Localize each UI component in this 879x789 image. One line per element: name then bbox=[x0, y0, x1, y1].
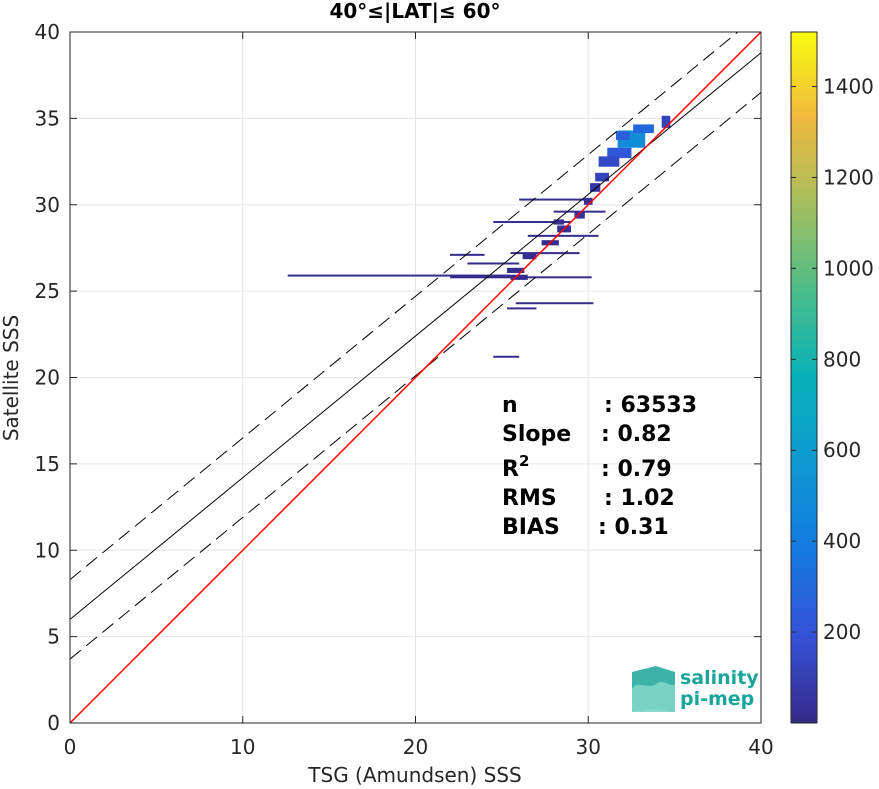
density-cell bbox=[510, 274, 528, 280]
density-cell bbox=[615, 131, 630, 140]
stat-label-r2: R2 bbox=[502, 452, 529, 482]
density-streak bbox=[507, 307, 537, 310]
density-cell bbox=[607, 147, 632, 159]
y-tick-label: 30 bbox=[35, 193, 60, 217]
stat-label-slope: Slope bbox=[502, 422, 571, 447]
chart-title: 40°≤|LAT|≤ 60° bbox=[329, 0, 500, 23]
stat-value-slope: : 0.82 bbox=[601, 422, 672, 447]
y-tick-label: 25 bbox=[35, 279, 60, 303]
density-cell bbox=[598, 156, 620, 167]
y-tick-label: 15 bbox=[35, 452, 60, 476]
colorbar-ticks: 200 400 600 800 1000 1200 1400 bbox=[791, 75, 874, 644]
y-tick-label: 5 bbox=[47, 625, 60, 649]
stat-value-n: : 63533 bbox=[604, 393, 697, 418]
density-streak bbox=[450, 253, 485, 256]
regression-lines bbox=[70, 32, 761, 723]
y-tick-label: 40 bbox=[35, 20, 60, 44]
density-cell bbox=[574, 211, 585, 219]
density-cell bbox=[583, 197, 593, 205]
density-streak bbox=[527, 234, 599, 237]
density-streak bbox=[510, 252, 580, 255]
stat-value-bias: : 0.31 bbox=[598, 515, 669, 540]
density-streak bbox=[287, 274, 511, 277]
fit-lower-bound-line bbox=[70, 92, 761, 660]
colorbar-tick-label: 200 bbox=[823, 620, 861, 644]
y-tick-label: 0 bbox=[47, 711, 60, 735]
logo-line1: salinity bbox=[680, 667, 759, 689]
logo-line2: pi-mep bbox=[680, 688, 754, 710]
y-tick-label: 35 bbox=[35, 106, 60, 130]
density-streak bbox=[519, 198, 589, 201]
density-cell bbox=[522, 253, 537, 260]
stat-label-bias: BIAS bbox=[502, 515, 560, 540]
y-tick-label: 20 bbox=[35, 366, 60, 390]
salinity-pi-mep-logo: salinity pi-mep bbox=[632, 666, 759, 712]
x-tick-label: 30 bbox=[576, 735, 601, 759]
density-cell bbox=[589, 183, 601, 192]
colorbar-tick-label: 1200 bbox=[823, 165, 874, 189]
x-tick-label: 40 bbox=[748, 735, 773, 759]
fit-upper-bound-line bbox=[70, 32, 739, 581]
y-tick-label: 10 bbox=[35, 538, 60, 562]
stat-value-rms: : 1.02 bbox=[604, 486, 675, 511]
axis-ticks: 0 10 20 30 40 0 5 10 15 20 25 30 35 40 bbox=[35, 20, 774, 759]
density-cell bbox=[553, 219, 565, 225]
stat-label-n: n bbox=[502, 393, 518, 418]
density-cell bbox=[507, 267, 525, 273]
logo-wave-front-icon bbox=[632, 682, 675, 712]
colorbar-tick-label: 400 bbox=[823, 529, 861, 553]
x-axis-label: TSG (Amundsen) SSS bbox=[307, 763, 521, 787]
colorbar-tick-label: 1000 bbox=[823, 256, 874, 280]
density-cell bbox=[633, 124, 654, 134]
density-streak bbox=[493, 355, 520, 358]
density-cell bbox=[595, 172, 609, 182]
stats-box: n Slope R2 RMS BIAS : 63533 : 0.82 : 0.7… bbox=[502, 393, 697, 540]
density-streak bbox=[515, 302, 594, 305]
colorbar bbox=[790, 31, 818, 724]
x-tick-label: 0 bbox=[64, 735, 77, 759]
x-tick-label: 20 bbox=[403, 735, 428, 759]
identity-line bbox=[70, 32, 761, 723]
colorbar-tick-label: 600 bbox=[823, 438, 861, 462]
colorbar-tick-label: 1400 bbox=[823, 75, 874, 99]
y-axis-label: Satellite SSS bbox=[0, 315, 23, 441]
stat-label-rms: RMS bbox=[502, 486, 557, 511]
colorbar-tick-label: 800 bbox=[823, 347, 861, 371]
x-tick-label: 10 bbox=[230, 735, 255, 759]
density-streak bbox=[467, 262, 520, 265]
density-cell bbox=[661, 115, 671, 128]
stat-value-r2: : 0.79 bbox=[601, 457, 672, 482]
density-streak bbox=[493, 221, 571, 224]
